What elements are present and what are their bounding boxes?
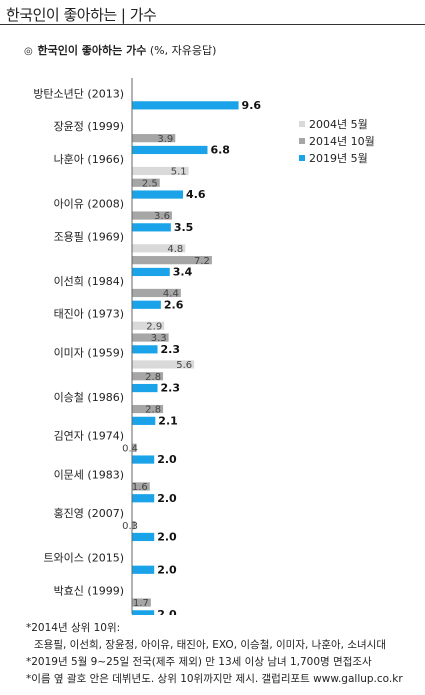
- data-label: 3.9: [157, 134, 173, 145]
- category-label: 박효신 (1999): [54, 584, 124, 597]
- legend-label: 2014년 10월: [309, 135, 375, 148]
- category-label: 태진아 (1973): [54, 308, 124, 321]
- data-label: 5.1: [171, 167, 187, 178]
- bar: [132, 372, 164, 381]
- category-label: 조용필 (1969): [54, 230, 124, 243]
- legend-swatch: [299, 138, 305, 144]
- chart-unit: (%, 자유응답): [146, 44, 217, 57]
- bar: [132, 244, 186, 253]
- bar: [132, 521, 136, 530]
- legend-label: 2019년 5월: [309, 152, 368, 165]
- page-title: 한국인이 좋아하는 | 가수: [6, 6, 157, 24]
- category-label: 장윤정 (1999): [54, 120, 124, 133]
- bar: [132, 565, 155, 574]
- bar: [132, 598, 151, 607]
- data-label: 9.6: [242, 99, 262, 112]
- data-label: 1.6: [132, 482, 148, 493]
- footnotes: *2014년 상위 10위: 조용필, 이선희, 장윤정, 아이유, 태진아, …: [26, 620, 403, 688]
- circle-marker-icon: ◎: [24, 46, 33, 57]
- data-label: 3.3: [151, 333, 167, 344]
- bar: [132, 166, 189, 176]
- bar: [132, 288, 181, 298]
- bar: [132, 383, 158, 393]
- category-label: 이승철 (1986): [54, 391, 124, 404]
- category-label: 아이유 (2008): [54, 197, 124, 210]
- bar: [132, 211, 172, 220]
- bar: [132, 256, 212, 265]
- bar: [132, 178, 160, 187]
- data-label: 2.8: [145, 372, 161, 383]
- data-label: 6.8: [210, 144, 230, 157]
- data-label: 2.3: [161, 382, 181, 395]
- data-label: 2.6: [164, 298, 184, 311]
- data-label: 2.9: [146, 321, 162, 332]
- footnote-2: 조용필, 이선희, 장윤정, 아이유, 태진아, EXO, 이승철, 이미자, …: [34, 639, 386, 651]
- bar: [132, 333, 169, 342]
- data-label: 1.7: [133, 598, 149, 609]
- chart-title: 한국인이 좋아하는 가수: [37, 44, 147, 57]
- data-label: 4.6: [186, 188, 206, 201]
- data-label: 2.5: [142, 178, 158, 189]
- bar: [132, 416, 156, 425]
- category-label: 김연자 (1974): [54, 430, 124, 443]
- bar: [132, 532, 155, 542]
- data-label: 2.0: [157, 492, 177, 505]
- bar: [132, 345, 158, 354]
- bar-chart: 방탄소년단 (2013) 9.6 장윤정 (1999) 3.9 6.8 나훈아 (1966…: [33, 78, 375, 615]
- bar: [132, 267, 170, 277]
- data-label: 4.4: [163, 289, 179, 300]
- category-label: 이선희 (1984): [54, 275, 124, 288]
- data-label: 7.2: [194, 256, 210, 267]
- category-label: 이문세 (1983): [54, 468, 124, 481]
- bar: [132, 482, 150, 491]
- category-label: 이미자 (1959): [54, 346, 124, 359]
- category-label: 나훈아 (1966): [54, 153, 124, 166]
- header-divider: [0, 24, 425, 25]
- data-label: 2.3: [161, 343, 181, 356]
- bar: [132, 494, 155, 503]
- data-label: 2.0: [157, 453, 177, 466]
- bar: [132, 610, 155, 615]
- data-label: 2.8: [145, 405, 161, 416]
- data-label: 3.6: [154, 211, 170, 222]
- bar: [132, 300, 161, 309]
- footnote-3: *2019년 5월 9~25일 전국(제주 제외) 만 13세 이상 남녀 1,…: [26, 656, 372, 668]
- data-label: 3.4: [173, 266, 193, 279]
- bar: [132, 360, 195, 369]
- category-label: 방탄소년단 (2013): [33, 87, 124, 100]
- legend-swatch: [299, 155, 305, 161]
- data-label: 2.0: [157, 531, 177, 544]
- bar: [132, 321, 165, 330]
- data-label: 2.0: [157, 563, 177, 576]
- data-label: 3.5: [174, 221, 194, 234]
- bar: [132, 443, 137, 452]
- bar: [132, 134, 176, 143]
- bar: [132, 455, 155, 464]
- footnote-1: *2014년 상위 10위:: [26, 622, 121, 634]
- bar: [132, 190, 184, 199]
- data-label: 2.1: [158, 414, 178, 427]
- chart-subtitle: ◎ 한국인이 좋아하는 가수 (%, 자유응답): [24, 42, 216, 58]
- bar: [132, 404, 164, 414]
- category-label: 트와이스 (2015): [43, 552, 124, 565]
- data-label: 2.0: [157, 608, 177, 615]
- legend-label: 2004년 5월: [309, 118, 368, 131]
- bar: [132, 101, 239, 110]
- data-label: 5.6: [176, 360, 192, 371]
- data-label: 0.3: [122, 521, 138, 532]
- data-label: 4.8: [167, 244, 183, 255]
- bar: [132, 145, 208, 155]
- bar: [132, 223, 171, 232]
- data-label: 0.4: [122, 443, 138, 454]
- category-label: 홍진영 (2007): [54, 506, 124, 520]
- legend-swatch: [299, 121, 305, 127]
- footnote-4: *이름 옆 괄호 안은 데뷔년도. 상위 10위까지만 제시. 갤럽리포트 ww…: [26, 673, 403, 685]
